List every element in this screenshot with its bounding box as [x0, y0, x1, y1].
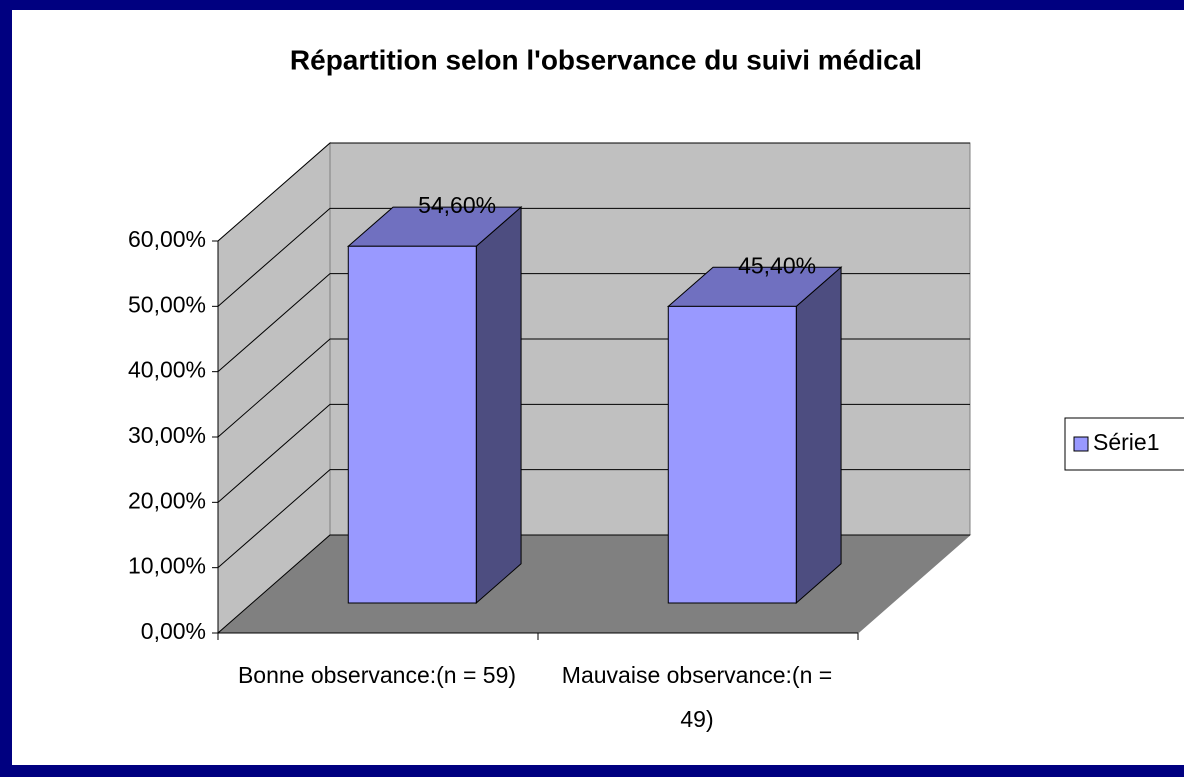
y-tick-label: 0,00% [141, 618, 206, 644]
chart-title: Répartition selon l'observance du suivi … [290, 44, 922, 75]
legend-label: Série1 [1093, 429, 1159, 455]
y-tick-label: 60,00% [128, 226, 206, 252]
chart-area: Répartition selon l'observance du suivi … [12, 10, 1184, 765]
bar-side [475, 205, 522, 605]
value-label: 54,60% [418, 192, 496, 218]
x-tick-label: Bonne observance:(n = 59) [237, 662, 517, 688]
bar-side [795, 266, 842, 605]
y-tick-label: 50,00% [128, 291, 206, 317]
chart: Répartition selon l'observance du suivi … [128, 44, 1184, 644]
x-tick-label: Mauvaise observance:(n = 49) [561, 662, 833, 732]
y-tick-label: 40,00% [128, 357, 206, 383]
bar-front [667, 305, 797, 604]
value-label: 45,40% [738, 252, 816, 278]
bar [666, 266, 843, 605]
legend-swatch [1073, 436, 1089, 452]
y-tick-label: 20,00% [128, 487, 206, 513]
floor [216, 534, 972, 634]
y-tick-label: 10,00% [128, 553, 206, 579]
grid-line [217, 207, 970, 307]
y-tick-label: 30,00% [128, 422, 206, 448]
bar-front [347, 245, 477, 604]
bar [346, 205, 523, 605]
grid-line [217, 142, 970, 242]
